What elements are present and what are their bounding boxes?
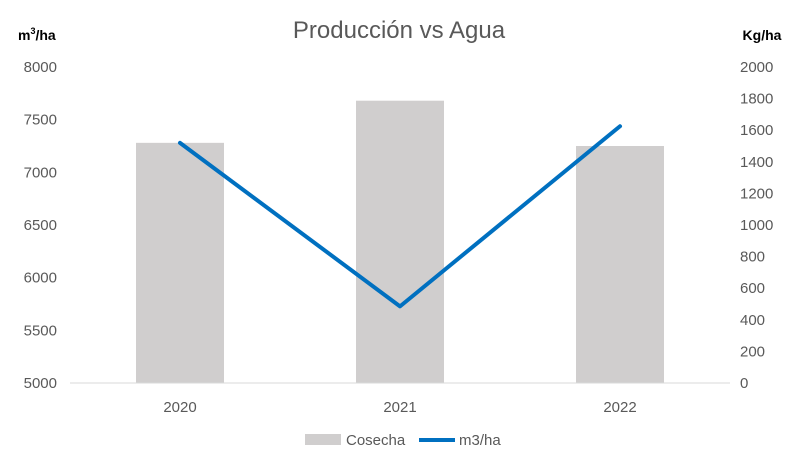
right-tick-label: 0	[740, 375, 748, 392]
left-tick-label: 6500	[24, 217, 57, 234]
x-tick-label: 2021	[383, 399, 416, 416]
bar-series	[136, 100, 664, 383]
bar	[356, 100, 444, 383]
right-tick-label: 800	[740, 249, 765, 266]
right-tick-label: 1600	[740, 122, 773, 139]
legend: Cosecha m3/ha	[305, 432, 501, 449]
right-tick-label: 1000	[740, 217, 773, 234]
left-tick-label: 6000	[24, 270, 57, 287]
x-tick-label: 2020	[163, 399, 196, 416]
left-tick-label: 5000	[24, 375, 57, 392]
right-tick-label: 1400	[740, 154, 773, 171]
left-axis-unit: m3/ha	[18, 26, 56, 43]
right-tick-label: 1200	[740, 185, 773, 202]
x-tick-label: 2022	[603, 399, 636, 416]
left-tick-label: 7000	[24, 164, 57, 181]
legend-label-cosecha: Cosecha	[346, 432, 406, 449]
right-tick-label: 400	[740, 312, 765, 329]
legend-label-m3-ha: m3/ha	[459, 432, 501, 449]
bar	[576, 146, 664, 383]
left-tick-label: 7500	[24, 112, 57, 129]
right-tick-label: 200	[740, 343, 765, 360]
legend-swatch-cosecha	[305, 434, 341, 445]
right-tick-label: 600	[740, 280, 765, 297]
x-axis-ticks: 2020 2021 2022	[163, 399, 636, 416]
left-axis-unit-superscript: 3	[30, 26, 35, 36]
right-axis-ticks: 0 200 400 600 800 1000 1200 1400 1600 1800 2000	[740, 59, 773, 392]
bar	[136, 142, 224, 383]
left-tick-label: 8000	[24, 59, 57, 76]
line-series	[178, 124, 622, 309]
right-tick-label: 1800	[740, 91, 773, 108]
right-tick-label: 2000	[740, 59, 773, 76]
left-tick-label: 5500	[24, 322, 57, 339]
right-axis-unit: Kg/ha	[743, 27, 782, 43]
left-axis-unit-tail: /ha	[35, 27, 55, 43]
left-axis-ticks: 5000 5500 6000 6500 7000 7500 8000	[24, 59, 57, 392]
chart-title: Producción vs Agua	[293, 17, 506, 44]
left-axis-unit-base: m	[18, 27, 30, 43]
